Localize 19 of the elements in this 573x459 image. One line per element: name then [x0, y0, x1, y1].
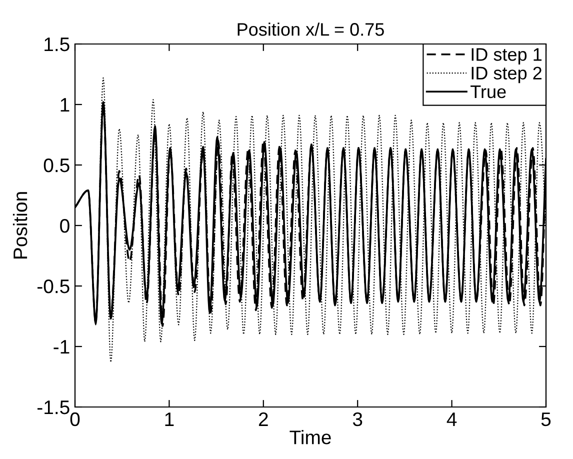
y-tick-label: 0	[60, 218, 70, 233]
x-axis-title: Time	[290, 430, 331, 444]
y-tick-label: 0.5	[44, 158, 70, 172]
x-tick-label: 3	[352, 412, 362, 426]
legend-label: ID step 2	[472, 66, 542, 84]
x-tick-label: 5	[541, 412, 551, 426]
legend-label: True	[470, 86, 506, 98]
chart-title: Position x/L = 0.75	[238, 22, 384, 36]
x-tick-label: 2	[258, 412, 268, 426]
y-tick-label: -0.5	[38, 279, 70, 294]
y-tick-label: 1	[60, 98, 70, 112]
y-tick-label: 1.5	[44, 38, 70, 52]
legend-label: ID step 1	[472, 48, 542, 64]
x-tick-label: 1	[165, 412, 174, 426]
x-tick-label: 4	[446, 412, 457, 426]
y-tick-label: -1.5	[38, 400, 70, 414]
x-tick-label: 0	[70, 412, 80, 426]
y-axis-title: Position	[12, 192, 28, 258]
y-tick-label: -1	[54, 340, 70, 354]
